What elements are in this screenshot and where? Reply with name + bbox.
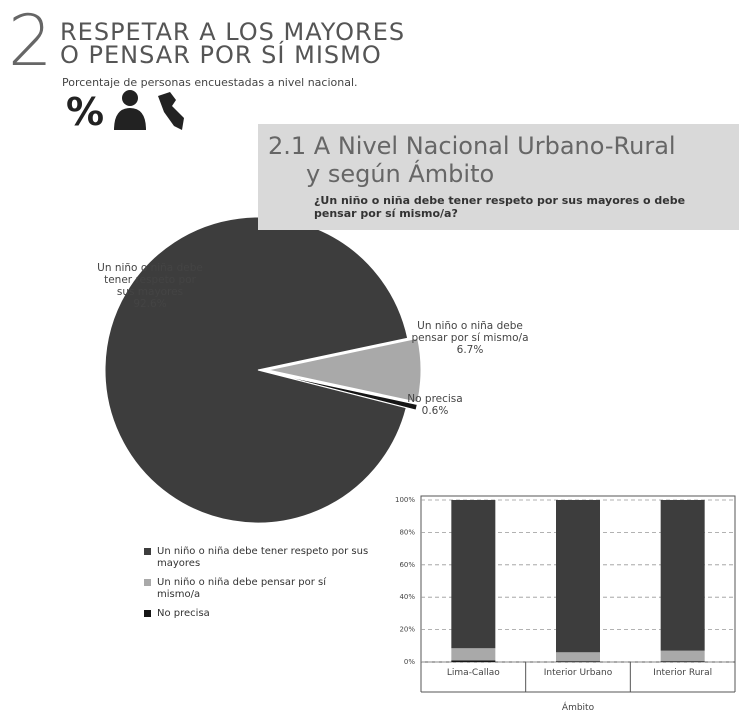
legend-label: No precisa: [157, 608, 210, 619]
bar-segment: [451, 648, 496, 661]
map-icon: [158, 92, 184, 130]
section-box: 2.1 A Nivel Nacional Urbano-Rural y segú…: [258, 124, 739, 230]
pie-label-text: Un niño o niña debe tener respeto por su…: [97, 262, 203, 298]
x-axis-label: Ámbito: [561, 703, 595, 713]
question: ¿Un niño o niña debe tener respeto por s…: [314, 194, 686, 220]
bar-segment: [451, 660, 496, 662]
section-title: y según Ámbito: [306, 160, 495, 188]
pie-slice: [104, 216, 409, 524]
legend-swatch: [144, 579, 151, 586]
y-tick-label: 80%: [399, 528, 415, 536]
title: RESPETAR A LOS MAYORES: [60, 18, 406, 46]
pie-value-label: 92.6%: [133, 298, 167, 310]
y-tick-label: 60%: [399, 561, 415, 569]
pie-label-text: Un niño o niña debe pensar por sí mismo/…: [411, 320, 529, 344]
pie-label-text: No precisa: [407, 393, 463, 405]
x-tick-label: Lima-Callao: [446, 668, 500, 678]
pie-label: Un niño o niña debe tener respeto por su…: [95, 262, 205, 310]
y-tick-label: 40%: [399, 593, 415, 601]
percent-icon: %: [66, 90, 105, 134]
title: O PENSAR POR SÍ MISMO: [60, 41, 382, 69]
person-icon: [114, 108, 146, 130]
y-tick-label: 0%: [404, 658, 415, 666]
legend-label: Un niño o niña debe pensar por sí mismo/…: [157, 577, 327, 600]
y-tick-label: 20%: [399, 626, 415, 634]
subtitle: Porcentaje de personas encuestadas a niv…: [62, 76, 358, 89]
bar-segment: [660, 650, 705, 662]
legend-swatch: [144, 610, 151, 617]
x-tick-label: Interior Urbano: [543, 668, 613, 678]
bar-segment: [660, 500, 705, 651]
x-tick-label: Interior Rural: [653, 668, 713, 678]
legend-swatch: [144, 548, 151, 555]
bar-segment: [451, 500, 496, 649]
pie-value-label: 6.7%: [456, 344, 484, 356]
pie-value-label: 0.6%: [421, 405, 449, 417]
section-number: 2: [8, 0, 53, 82]
bar-segment: [556, 500, 600, 653]
bar-segment: [660, 661, 705, 662]
person-icon: [122, 90, 138, 106]
bar-segment: [556, 661, 600, 662]
y-tick-label: 100%: [395, 496, 415, 504]
bar-segment: [556, 652, 600, 662]
pie-label: Un niño o niña debe pensar por sí mismo/…: [410, 320, 530, 356]
legend-label: Un niño o niña debe tener respeto por su…: [157, 546, 369, 569]
section-title: 2.1 A Nivel Nacional Urbano-Rural: [268, 132, 676, 160]
pie-slice: [267, 337, 422, 403]
pie-label: No precisa 0.6%: [405, 393, 465, 417]
